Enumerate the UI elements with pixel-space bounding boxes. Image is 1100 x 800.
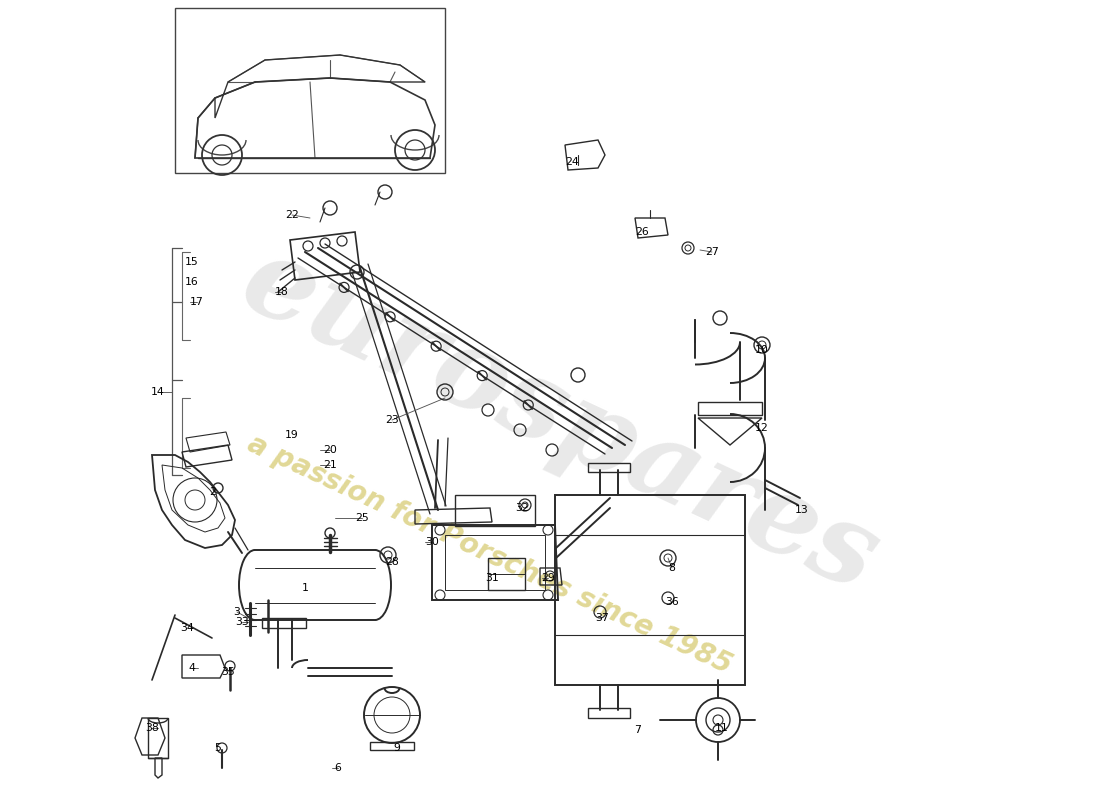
Text: 18: 18 bbox=[275, 287, 289, 297]
Text: 3: 3 bbox=[233, 607, 241, 617]
Text: 22: 22 bbox=[285, 210, 299, 220]
Text: 5: 5 bbox=[214, 743, 221, 753]
Text: 10: 10 bbox=[755, 345, 769, 355]
Text: 25: 25 bbox=[355, 513, 368, 523]
Text: 26: 26 bbox=[635, 227, 649, 237]
Text: 13: 13 bbox=[795, 505, 808, 515]
Text: 20: 20 bbox=[323, 445, 337, 455]
Text: 37: 37 bbox=[595, 613, 609, 623]
Text: 16: 16 bbox=[185, 277, 199, 287]
Text: 1: 1 bbox=[301, 583, 308, 593]
Text: 7: 7 bbox=[635, 725, 641, 735]
Text: 4: 4 bbox=[188, 663, 196, 673]
Text: 8: 8 bbox=[669, 563, 675, 573]
Text: 9: 9 bbox=[394, 743, 400, 753]
Text: 31: 31 bbox=[485, 573, 499, 583]
Text: 34: 34 bbox=[180, 623, 194, 633]
Bar bbox=[556, 495, 745, 685]
Bar bbox=[175, 8, 446, 173]
Text: 17: 17 bbox=[190, 297, 204, 307]
Text: 11: 11 bbox=[715, 723, 729, 733]
Text: 24: 24 bbox=[565, 157, 579, 167]
Text: a passion for Porsches since 1985: a passion for Porsches since 1985 bbox=[243, 430, 737, 680]
Text: 2: 2 bbox=[210, 487, 217, 497]
Text: 27: 27 bbox=[705, 247, 719, 257]
Text: 21: 21 bbox=[323, 460, 337, 470]
Text: 35: 35 bbox=[221, 667, 235, 677]
Text: eurospares: eurospares bbox=[226, 226, 894, 614]
Text: 32: 32 bbox=[515, 503, 529, 513]
Text: 33: 33 bbox=[235, 617, 249, 627]
Text: 38: 38 bbox=[145, 723, 158, 733]
Text: 30: 30 bbox=[425, 537, 439, 547]
Text: 19: 19 bbox=[285, 430, 299, 440]
Text: 6: 6 bbox=[334, 763, 341, 773]
Text: 14: 14 bbox=[151, 387, 165, 397]
Text: 36: 36 bbox=[666, 597, 679, 607]
Text: 23: 23 bbox=[385, 415, 399, 425]
Text: 28: 28 bbox=[385, 557, 399, 567]
Text: 29: 29 bbox=[541, 573, 554, 583]
Text: 15: 15 bbox=[185, 257, 199, 267]
Text: 12: 12 bbox=[755, 423, 769, 433]
